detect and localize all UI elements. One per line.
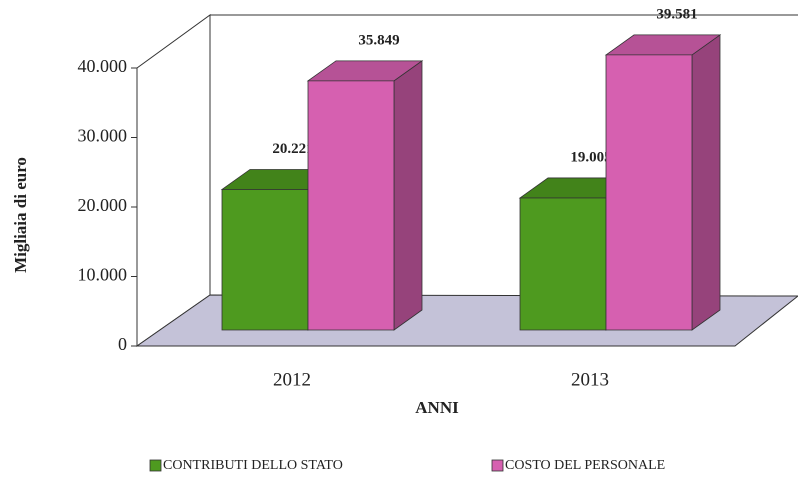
bar-front xyxy=(221,189,309,331)
bar xyxy=(604,34,722,331)
y-tick-label: 20.000 xyxy=(78,195,128,215)
value-label: 19.005 xyxy=(570,149,611,165)
bar-front xyxy=(519,197,607,331)
value-label: 35.849 xyxy=(358,32,399,48)
x-axis-title: ANNI xyxy=(415,398,459,417)
x-tick-label: 2013 xyxy=(571,369,609,390)
left-wall xyxy=(136,14,211,347)
y-tick-label: 0 xyxy=(118,334,127,354)
x-tick-label: 2012 xyxy=(273,369,311,390)
y-tick-label: 40.000 xyxy=(78,56,128,76)
bar-side xyxy=(393,60,423,331)
bar xyxy=(306,60,424,331)
y-tick-label: 30.000 xyxy=(78,126,128,146)
value-label: 20.221 xyxy=(272,141,313,157)
bar-side xyxy=(691,34,721,331)
legend-label: COSTO DEL PERSONALE xyxy=(505,458,665,473)
legend-label: CONTRIBUTI DELLO STATO xyxy=(163,458,343,473)
legend-swatch xyxy=(149,459,162,472)
y-tick-label: 10.000 xyxy=(78,265,128,285)
legend-swatch xyxy=(491,459,504,472)
y-axis-title: Migliaia di euro xyxy=(11,157,30,273)
bar-front xyxy=(605,54,693,331)
bar-front xyxy=(307,80,395,331)
value-label: 39.581 xyxy=(656,6,697,22)
